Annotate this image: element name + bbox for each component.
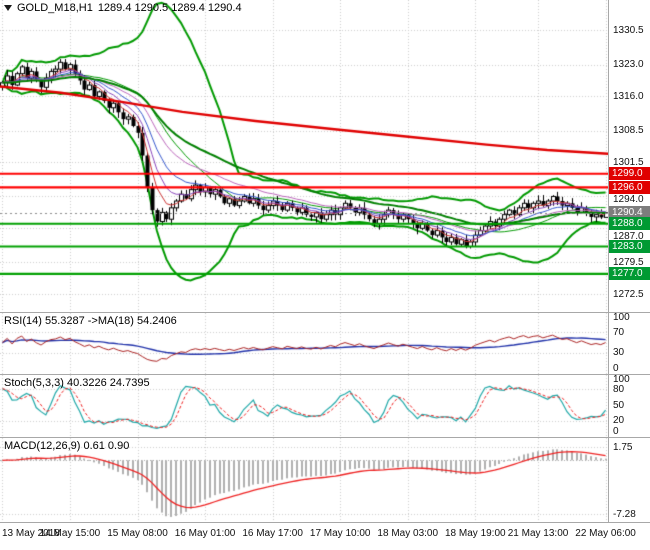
price-chart-panel: GOLD_M18,H1 1289.4 1290.5 1289.4 1290.4 [0,0,650,313]
time-axis [0,523,650,550]
ohlc-values-label: 1289.4 1290.5 1289.4 1290.4 [97,2,242,14]
price-level-badge: 1283.0 [609,240,650,253]
price-tick-label: 1294.0 [613,194,644,205]
price-level-badge: 1277.0 [609,267,650,280]
time-axis-label: 16 May 17:00 [242,528,303,539]
price-tick-label: 1272.5 [613,289,644,300]
price-tick-label: 1308.5 [613,125,644,136]
macd-tick-label: 1.75 [613,442,633,453]
price-level-badge: 1288.0 [609,217,650,230]
stochastic-panel: Stoch(5,3,3) 40.3226 24.7395 [0,375,650,438]
time-axis-label: 16 May 01:00 [174,528,236,539]
time-axis-label: 21 May 13:00 [507,528,569,539]
time-axis-label: 14 May 15:00 [39,528,101,539]
symbol-timeframe-label: GOLD_M18,H1 [17,2,93,14]
stoch-tick-label: 100 [613,374,630,385]
price-level-badge: 1290.4 [609,206,650,219]
rsi-tick-label: 30 [613,347,625,358]
rsi-tick-label: 100 [613,312,630,323]
price-level-badge: 1296.0 [609,181,650,194]
time-axis-label: 18 May 03:00 [377,528,439,539]
rsi-label: RSI(14) 55.3287 ->MA(18) 54.2406 [4,315,177,327]
time-axis-label: 15 May 08:00 [107,528,168,539]
time-axis-label: 13 May 2018 [2,528,60,539]
rsi-canvas[interactable] [0,313,608,374]
stoch-tick-label: 80 [613,384,625,395]
price-tick-label: 1330.5 [613,25,644,36]
macd-tick-label: -7.28 [613,509,636,520]
stoch-tick-label: 0 [613,426,619,437]
stochastic-label: Stoch(5,3,3) 40.3226 24.7395 [4,377,150,389]
price-tick-label: 1316.0 [613,91,644,102]
symbol-marker-icon [4,5,12,11]
time-axis-label: 18 May 19:00 [444,528,506,539]
axis-separator [608,0,609,523]
stochastic-canvas[interactable] [0,375,608,437]
rsi-tick-label: 0 [613,363,619,374]
price-tick-label: 1287.0 [613,231,644,242]
symbol-ohlc-label: GOLD_M18,H1 1289.4 1290.5 1289.4 1290.4 [4,2,242,14]
macd-label: MACD(12,26,9) 0.61 0.90 [4,440,130,452]
time-axis-label: 17 May 10:00 [309,528,371,539]
rsi-panel: RSI(14) 55.3287 ->MA(18) 54.2406 [0,313,650,375]
macd-panel: MACD(12,26,9) 0.61 0.90 [0,438,650,523]
stoch-tick-label: 50 [613,400,625,411]
price-tick-label: 1323.0 [613,59,644,70]
stoch-tick-label: 20 [613,415,625,426]
time-axis-label: 22 May 06:00 [575,528,636,539]
rsi-tick-label: 70 [613,327,625,338]
macd-canvas[interactable] [0,438,608,522]
price-chart-canvas[interactable] [0,0,608,312]
price-tick-label: 1301.5 [613,157,644,168]
price-tick-label: 1279.5 [613,257,644,268]
price-level-badge: 1299.0 [609,167,650,180]
